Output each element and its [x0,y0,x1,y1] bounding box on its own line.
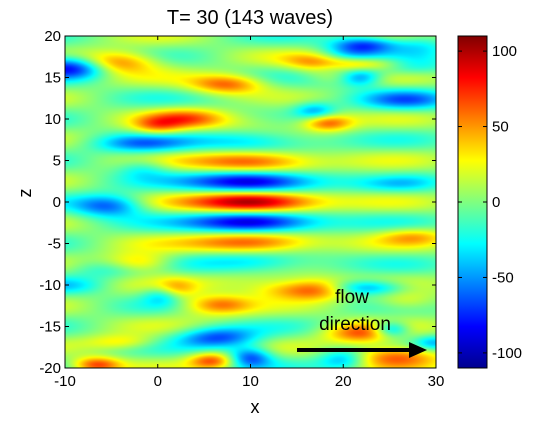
annotation-direction: direction [319,314,391,335]
y-tick-label: 0 [53,194,61,211]
colorbar-tick-label: 100 [492,43,517,60]
colorbar-tick-label: -50 [492,269,514,286]
y-tick-label: 20 [44,28,61,45]
colorbar-axis: -100 -50 0 50 100 [458,43,522,362]
y-axis: -20 -15 -10 -5 0 5 10 15 20 [39,28,436,377]
x-axis: -10 0 10 20 30 [54,36,444,390]
x-tick-label: 0 [154,373,162,390]
heatmap-field [65,36,436,368]
colorbar-tick-label: 50 [492,119,509,136]
y-tick-label: 15 [44,70,61,87]
x-tick-label: -10 [54,373,76,390]
colorbar [457,35,488,369]
heatmap-image [65,36,436,368]
y-tick-label: -20 [39,360,61,377]
x-tick-label: 30 [428,373,445,390]
x-axis-label: x [251,397,260,417]
flow-direction-arrow-head [409,342,427,358]
x-tick-label: 10 [242,373,259,390]
y-tick-label: 10 [44,111,61,128]
chart-title: T= 30 (143 waves) [167,7,333,29]
colorbar-tick-label: 0 [492,194,500,211]
y-tick-label: -10 [39,277,61,294]
y-tick-label: -5 [48,236,61,253]
y-axis-label: z [15,189,35,198]
y-tick-label: -15 [39,319,61,336]
y-tick-label: 5 [53,153,61,170]
colorbar-tick-label: -100 [492,345,522,362]
annotation-flow: flow [335,287,369,308]
x-tick-label: 20 [335,373,352,390]
